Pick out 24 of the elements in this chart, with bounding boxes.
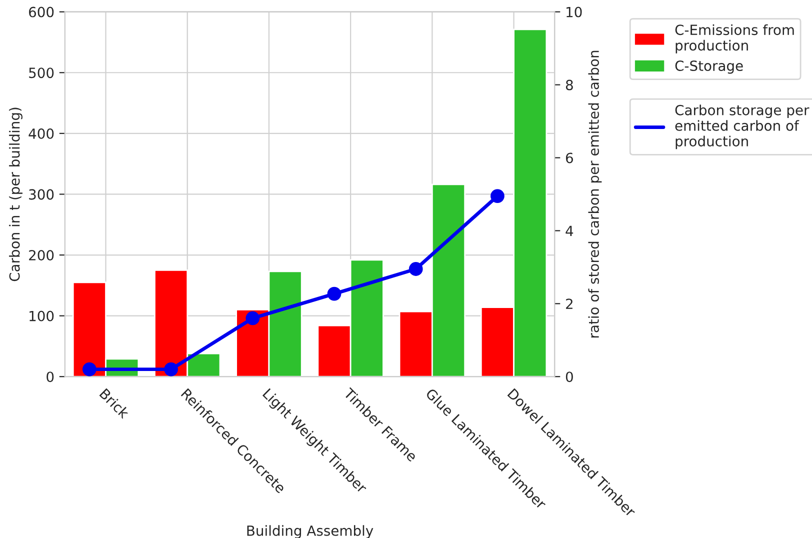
y-tick-label: 100 [30,310,54,322]
y-tick-label: 200 [29,250,54,260]
y-tick-label: 300 [29,189,54,200]
legend-label: C-Emissions from production [675,24,794,54]
point [246,311,260,326]
y2-tick-label: 8 [566,80,573,90]
y-tick-label: 0 [46,372,54,382]
y2-tick-label: 4 [566,226,574,236]
point [408,262,423,276]
y2-tick-label: 0 [566,372,573,382]
point [164,362,178,376]
point [490,189,504,203]
y-tick-label: 400 [28,128,54,139]
y-tick-label: 600 [29,6,54,18]
y2-tick-label: 2 [566,298,572,309]
point [82,362,96,376]
y-axis-title: Carbon in t (per building) [9,108,22,282]
y2-tick-label: 6 [566,152,573,164]
point [327,286,342,301]
y2-tick-label: 10 [566,6,582,18]
y-tick-label: 500 [29,68,54,78]
y2-axis-title: ratio of stored carbon per emitted carbon [588,50,602,338]
legend-label: C-Storage [675,60,743,74]
legend-label: Carbon storage per emitted carbon of production [675,104,810,150]
